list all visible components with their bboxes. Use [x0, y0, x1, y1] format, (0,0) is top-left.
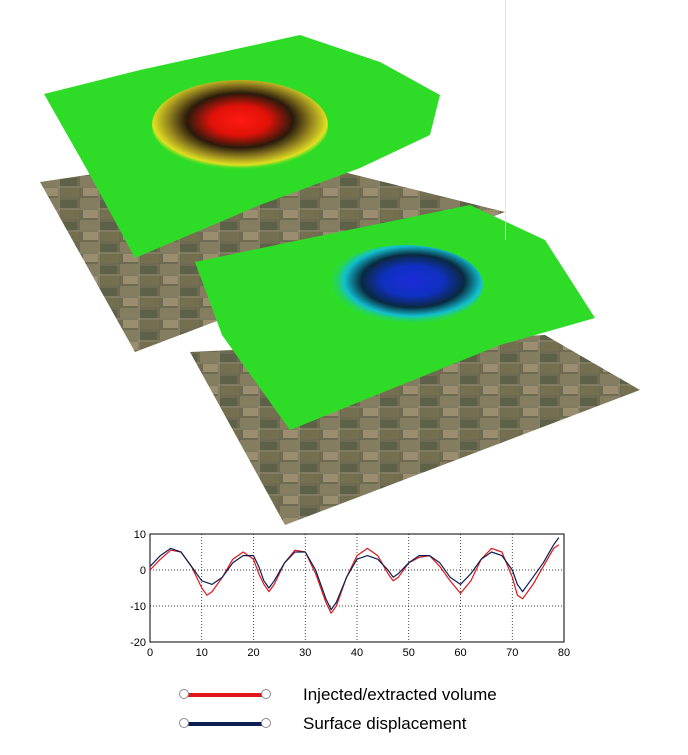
legend-item-displacement: Surface displacement [175, 712, 555, 736]
x-tick-label: 10 [196, 647, 208, 659]
x-tick-label: 0 [147, 647, 153, 659]
uplift-bulge [152, 80, 328, 170]
y-tick-label: 0 [140, 565, 146, 577]
y-tick-label: -20 [130, 637, 146, 649]
legend-knob-right [261, 718, 271, 728]
panel-divider [505, 0, 506, 240]
x-tick-label: 20 [247, 647, 259, 659]
x-tick-label: 60 [454, 647, 466, 659]
legend-knob-left [179, 689, 189, 699]
legend-swatch-volume [183, 693, 267, 697]
y-tick-label: 10 [134, 529, 146, 541]
legend-knob-right [261, 689, 271, 699]
x-tick-label: 30 [299, 647, 311, 659]
legend-knob-left [179, 718, 189, 728]
x-tick-label: 80 [558, 647, 570, 659]
series-line-volume [149, 544, 560, 614]
subsidence-bowl [327, 245, 483, 325]
series-line-displacement [149, 537, 560, 611]
plot-area-frame [149, 533, 565, 643]
x-tick-label: 50 [403, 647, 415, 659]
axis-ticks: 0 10 20 30 40 50 60 70 80 10 0 -10 -20 [130, 529, 570, 659]
legend-swatch-displacement [183, 722, 267, 726]
y-tick-label: -10 [130, 601, 146, 613]
x-tick-label: 40 [351, 647, 363, 659]
deformation-3d-illustration [40, 35, 640, 525]
legend-item-volume: Injected/extracted volume [175, 683, 555, 707]
chart-legend: Injected/extracted volume Surface displa… [0, 675, 688, 745]
legend-label-volume: Injected/extracted volume [303, 685, 497, 704]
chart-grid [150, 534, 564, 642]
time-series-chart: 0 10 20 30 40 50 60 70 80 10 0 -10 -20 [130, 529, 570, 659]
legend-label-displacement: Surface displacement [303, 714, 467, 733]
x-tick-label: 70 [506, 647, 518, 659]
chart-series [149, 537, 560, 614]
